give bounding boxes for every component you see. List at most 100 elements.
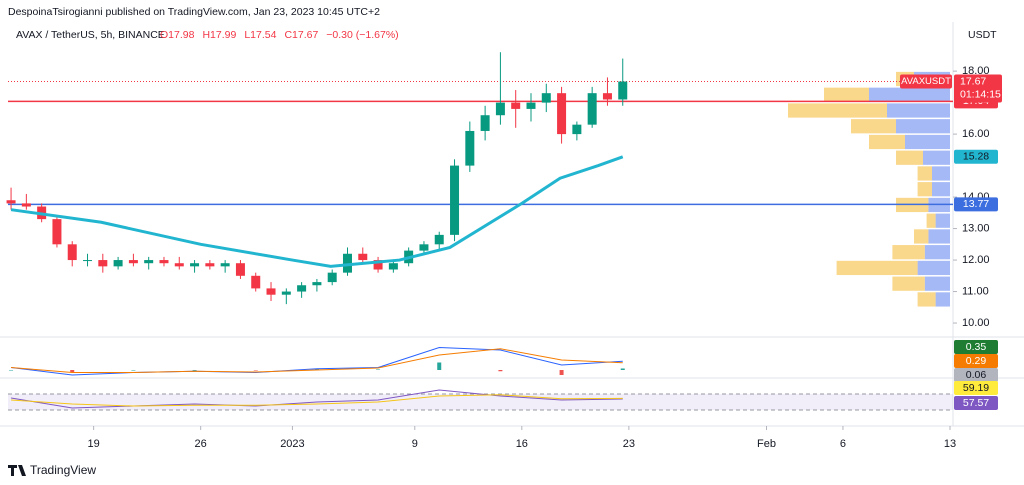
candle-body (251, 275, 261, 289)
volume-down (917, 292, 936, 307)
x-tick-label: 19 (88, 438, 100, 450)
price-tag-bg (954, 74, 1002, 103)
moving-average (10, 155, 624, 268)
candle-body (526, 102, 536, 109)
rsi-line (11, 394, 623, 407)
hline-tag-bg (954, 197, 998, 212)
volume-down (869, 134, 905, 150)
candle-body (587, 93, 597, 125)
candle-body (342, 253, 352, 273)
y-tick-label: 12.00 (962, 254, 990, 266)
ohlc-label: L17.54 (244, 29, 276, 41)
volume-up (896, 119, 950, 134)
volume-up (932, 166, 950, 181)
histogram-bar (9, 370, 14, 371)
x-tick-label: 16 (516, 438, 528, 450)
volume-down (892, 276, 925, 291)
macd-tag: 0.35 (966, 341, 987, 353)
volume-down (836, 260, 918, 276)
candle-body (144, 260, 154, 264)
x-tick-label: 6 (840, 438, 846, 450)
ma-tag-bg (954, 149, 998, 164)
ohlc-label: H17.99 (202, 29, 236, 41)
histogram-tag: 0.06 (966, 369, 987, 381)
volume-up (932, 182, 950, 197)
candle-body (128, 260, 138, 264)
logo (8, 465, 26, 476)
volume-up (923, 150, 950, 165)
macd-tag: 0.29 (966, 355, 987, 367)
candle-body (281, 291, 291, 295)
y-tick-label: 13.00 (962, 222, 990, 234)
candle-body (190, 263, 200, 267)
candle-body (113, 260, 123, 267)
histogram-bar (559, 370, 564, 375)
candle-body (557, 93, 567, 135)
candle-body (235, 263, 245, 276)
rsi-tag: 59.19 (963, 382, 989, 394)
candle-body (98, 260, 108, 267)
x-tick-label: 26 (195, 438, 207, 450)
rsi-tag-bg (954, 396, 998, 410)
candle-body (541, 93, 551, 103)
hline-tag: 13.77 (963, 198, 989, 210)
countdown: 01:14:15 (960, 88, 1001, 100)
candle-body (511, 102, 521, 109)
volume-up (935, 292, 950, 307)
candle-body (373, 260, 383, 270)
volume-up (917, 260, 950, 276)
rsi-tag-bg (954, 381, 998, 395)
candle-body (327, 272, 337, 283)
histogram-bar (498, 370, 503, 372)
candle-body (67, 244, 77, 261)
y-tick-label: 18.00 (962, 65, 990, 77)
candle-body (312, 282, 322, 286)
volume-down (914, 229, 929, 244)
macd-tag-bg (954, 340, 998, 354)
histogram-tag-bg (954, 368, 998, 382)
volume-down (851, 119, 896, 134)
histogram-bar (620, 368, 625, 370)
volume-up (924, 245, 950, 260)
y-axis-label: USDT (968, 29, 997, 41)
volume-down (892, 245, 925, 260)
publisher: DespoinaTsirogianni published on Trading… (8, 6, 380, 18)
symbol-tag: AVAXUSDT (901, 76, 951, 87)
histogram-bar (376, 369, 381, 370)
candle-body (174, 263, 184, 267)
histogram-bar (437, 362, 442, 370)
candle-body (266, 288, 276, 295)
change-label: −0.30 (−1.67%) (326, 29, 398, 41)
histogram-bar (253, 370, 258, 371)
candle-body (21, 203, 31, 207)
macd-tag-bg (954, 354, 998, 368)
y-tick-label: 11.00 (962, 285, 989, 297)
y-tick-label: 16.00 (962, 128, 990, 140)
volume-up (928, 229, 950, 244)
candle-body (465, 130, 475, 166)
candle-body (419, 244, 429, 251)
x-tick-label: 2023 (280, 438, 304, 450)
y-tick-label: 10.00 (962, 317, 990, 329)
candle-body (388, 263, 398, 270)
volume-up (869, 87, 950, 102)
candle-body (159, 260, 169, 264)
candle-body (434, 234, 444, 245)
volume-down (917, 166, 932, 181)
ma-tag: 15.28 (963, 151, 989, 163)
volume-up (935, 213, 950, 228)
price-tag: 17.67 (960, 75, 986, 87)
brand: TradingView (30, 463, 96, 477)
volume-up (924, 276, 950, 291)
x-tick-label: Feb (757, 438, 776, 450)
candle-body (205, 263, 215, 267)
candle-body (358, 253, 368, 261)
volume-down (926, 213, 936, 228)
candle-body (618, 81, 628, 100)
x-tick-label: 23 (623, 438, 635, 450)
candle-body (450, 165, 460, 235)
candle-body (6, 200, 16, 204)
candle-body (83, 260, 93, 262)
candle-body (495, 102, 505, 116)
